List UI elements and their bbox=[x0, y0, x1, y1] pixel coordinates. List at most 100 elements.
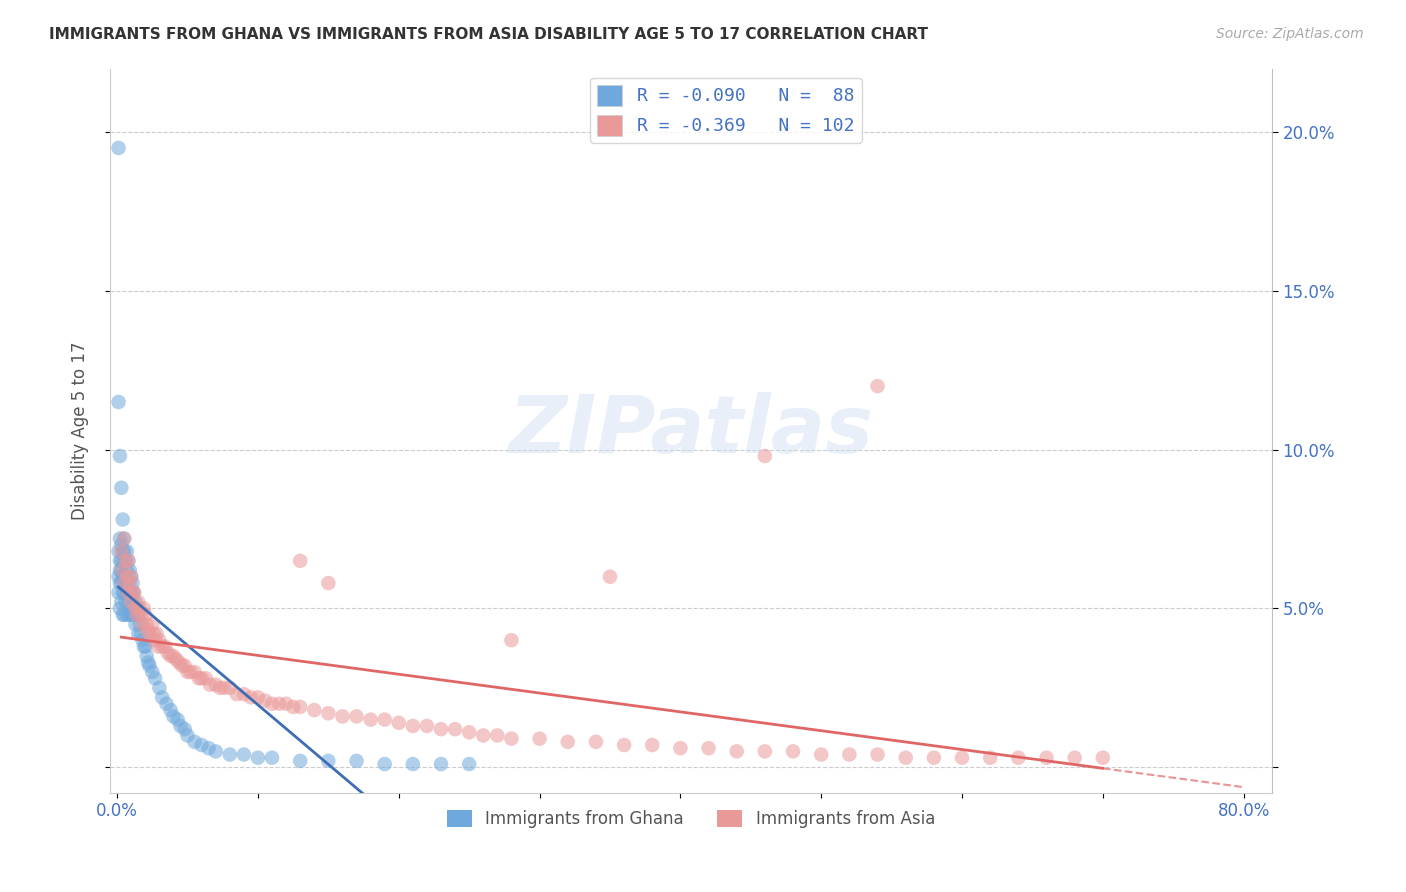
Point bbox=[402, 757, 425, 772]
Point bbox=[141, 665, 163, 679]
Point bbox=[212, 681, 235, 695]
Point bbox=[134, 607, 156, 622]
Point bbox=[122, 585, 145, 599]
Point bbox=[225, 687, 247, 701]
Point bbox=[159, 649, 181, 664]
Point bbox=[135, 617, 157, 632]
Point bbox=[132, 601, 155, 615]
Point bbox=[430, 722, 453, 736]
Point bbox=[585, 735, 607, 749]
Point bbox=[304, 703, 326, 717]
Point bbox=[416, 719, 439, 733]
Point bbox=[132, 640, 155, 654]
Point bbox=[169, 719, 191, 733]
Point bbox=[108, 601, 131, 615]
Point bbox=[148, 681, 170, 695]
Point bbox=[111, 512, 134, 526]
Point bbox=[118, 563, 141, 577]
Point bbox=[318, 576, 340, 591]
Point bbox=[117, 595, 139, 609]
Point bbox=[112, 607, 135, 622]
Point bbox=[165, 652, 187, 666]
Point bbox=[117, 554, 139, 568]
Point bbox=[183, 665, 205, 679]
Point bbox=[115, 607, 138, 622]
Point bbox=[108, 576, 131, 591]
Point bbox=[129, 607, 152, 622]
Point bbox=[156, 646, 179, 660]
Point bbox=[107, 395, 129, 409]
Point bbox=[115, 544, 138, 558]
Text: ZIPatlas: ZIPatlas bbox=[509, 392, 873, 469]
Point bbox=[146, 640, 169, 654]
Point bbox=[120, 595, 142, 609]
Point bbox=[138, 658, 160, 673]
Point bbox=[190, 671, 212, 685]
Point bbox=[162, 709, 184, 723]
Point bbox=[472, 729, 495, 743]
Point bbox=[290, 699, 312, 714]
Point bbox=[107, 570, 129, 584]
Point bbox=[557, 735, 579, 749]
Point bbox=[131, 617, 153, 632]
Point bbox=[894, 750, 917, 764]
Point bbox=[112, 544, 135, 558]
Point bbox=[274, 697, 297, 711]
Point bbox=[290, 554, 312, 568]
Point bbox=[136, 624, 159, 638]
Point bbox=[253, 693, 276, 707]
Point bbox=[332, 709, 354, 723]
Point bbox=[122, 585, 145, 599]
Point bbox=[124, 601, 146, 615]
Point bbox=[290, 754, 312, 768]
Point bbox=[110, 538, 132, 552]
Point bbox=[153, 640, 176, 654]
Point bbox=[127, 607, 149, 622]
Point bbox=[866, 747, 889, 762]
Point bbox=[754, 449, 776, 463]
Point bbox=[110, 563, 132, 577]
Point bbox=[114, 570, 136, 584]
Point bbox=[129, 627, 152, 641]
Point bbox=[110, 576, 132, 591]
Point bbox=[112, 585, 135, 599]
Point bbox=[120, 570, 142, 584]
Point bbox=[204, 678, 226, 692]
Point bbox=[122, 607, 145, 622]
Point bbox=[155, 697, 177, 711]
Point bbox=[782, 744, 804, 758]
Point bbox=[143, 633, 166, 648]
Point bbox=[374, 757, 396, 772]
Point bbox=[128, 601, 150, 615]
Point bbox=[150, 690, 173, 705]
Point bbox=[166, 713, 188, 727]
Point bbox=[613, 738, 636, 752]
Point bbox=[111, 607, 134, 622]
Point bbox=[112, 532, 135, 546]
Point bbox=[346, 709, 368, 723]
Point bbox=[107, 141, 129, 155]
Point bbox=[111, 570, 134, 584]
Point bbox=[112, 576, 135, 591]
Point bbox=[176, 729, 198, 743]
Point bbox=[150, 640, 173, 654]
Point bbox=[114, 576, 136, 591]
Point bbox=[114, 595, 136, 609]
Point bbox=[115, 563, 138, 577]
Point bbox=[162, 649, 184, 664]
Point bbox=[697, 741, 720, 756]
Point bbox=[458, 757, 481, 772]
Point bbox=[117, 576, 139, 591]
Point bbox=[444, 722, 467, 736]
Point bbox=[111, 585, 134, 599]
Point bbox=[128, 617, 150, 632]
Point bbox=[979, 750, 1001, 764]
Point bbox=[599, 570, 621, 584]
Point bbox=[501, 633, 523, 648]
Y-axis label: Disability Age 5 to 17: Disability Age 5 to 17 bbox=[72, 342, 89, 520]
Text: IMMIGRANTS FROM GHANA VS IMMIGRANTS FROM ASIA DISABILITY AGE 5 TO 17 CORRELATION: IMMIGRANTS FROM GHANA VS IMMIGRANTS FROM… bbox=[49, 27, 928, 42]
Point bbox=[110, 595, 132, 609]
Point bbox=[458, 725, 481, 739]
Point bbox=[260, 750, 283, 764]
Point bbox=[486, 729, 509, 743]
